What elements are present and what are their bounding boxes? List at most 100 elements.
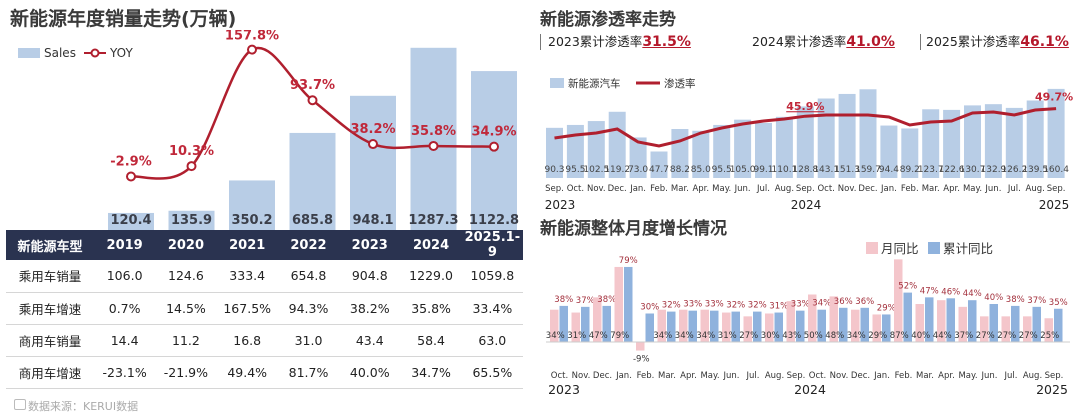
yoy-label: 157.8%	[225, 30, 279, 44]
month-tick-label: Jan.	[880, 184, 897, 194]
cum-bar	[645, 313, 654, 342]
mom-bar	[743, 316, 752, 342]
ev-sales-label: 130.7	[960, 165, 986, 175]
month-tick-label: Apr.	[938, 371, 955, 381]
mom-label: 37%	[954, 331, 973, 341]
cum-label: 33%	[791, 300, 810, 310]
ev-sales-bar	[1047, 88, 1065, 178]
mom-bar	[958, 306, 967, 342]
sales-bar	[350, 95, 396, 230]
mom-bar	[593, 297, 602, 342]
table-cell: 81.7%	[277, 356, 340, 389]
legend-cum-swatch	[928, 242, 940, 254]
cum-bar	[882, 314, 891, 342]
stat-2025: 2025累计渗透率46.1%	[926, 31, 1069, 50]
mom-bar	[894, 259, 903, 342]
month-tick-label: May.	[712, 184, 731, 194]
mom-bar	[808, 294, 817, 342]
mom-bar	[937, 300, 946, 342]
ev-sales-bar	[796, 106, 814, 178]
mom-bar	[657, 309, 666, 342]
mom-label: -9%	[633, 355, 650, 365]
ev-sales-bar	[859, 89, 877, 178]
ev-sales-bar	[546, 127, 563, 178]
mom-label: 25%	[1040, 331, 1059, 341]
legend-ev-swatch	[550, 78, 564, 88]
yoy-label: 35.8%	[411, 124, 456, 139]
sales-bar-label: 350.2	[231, 213, 272, 228]
ev-sales-label: 89.2	[900, 165, 920, 175]
month-tick-label: Oct.	[551, 371, 568, 381]
stat-label: 2025累计渗透率	[926, 34, 1021, 49]
table-cell: 商用车销量	[6, 324, 94, 357]
month-tick-label: Nov.	[830, 371, 849, 381]
mom-label: 34%	[847, 331, 866, 341]
yoy-label: 38.2%	[350, 122, 395, 137]
yoy-point	[126, 171, 136, 182]
sales-bar	[229, 180, 275, 230]
year-label: 2024	[794, 382, 826, 397]
yoy-point	[307, 95, 318, 106]
month-tick-label: Jul.	[746, 371, 760, 381]
cum-label: 37%	[576, 296, 595, 306]
legend-yoy-label: YOY	[109, 46, 133, 60]
stat-2024: 2024累计渗透率41.0%	[752, 31, 895, 50]
month-tick-label: Jun.	[734, 184, 751, 194]
source-icon	[14, 399, 26, 410]
table-cell: 33.4%	[461, 292, 523, 325]
mom-bar	[915, 304, 924, 342]
month-tick-label: Feb.	[901, 184, 919, 194]
ev-sales-label: 123.7	[918, 165, 944, 175]
mom-label: 40%	[911, 331, 930, 341]
month-tick-label: Dec.	[608, 184, 627, 194]
month-tick-label: Jun.	[981, 371, 998, 381]
table-cell: 35.8%	[400, 292, 462, 325]
sales-bar-label: 948.1	[352, 213, 393, 228]
month-tick-label: Feb.	[650, 184, 668, 194]
month-tick-label: May.	[700, 371, 719, 381]
mom-label: 43%	[782, 331, 801, 341]
ev-sales-bar	[692, 130, 710, 178]
month-tick-label: Aug.	[1023, 371, 1042, 381]
cum-bar	[753, 311, 762, 342]
cum-label: 30%	[640, 303, 659, 313]
table-cell: 商用车增速	[6, 356, 94, 389]
mom-label: 34%	[546, 331, 565, 341]
monthly-growth-chart: 月同比 累计同比 34% 38% Oct. 31% 37% Nov. 47% 38% Dec. 79%…	[546, 241, 1070, 397]
month-tick-label: Mar.	[658, 371, 676, 381]
yoy-label: 10.3%	[169, 144, 214, 159]
cum-label: 79%	[619, 256, 638, 266]
month-tick-label: Mar.	[922, 184, 940, 194]
table-cell: 乘用车销量	[6, 260, 94, 293]
mom-label: 29%	[868, 331, 887, 341]
mom-label: 27%	[997, 331, 1016, 341]
cum-bar	[688, 310, 697, 342]
table-cell: 43.4	[339, 324, 401, 357]
month-tick-label: Jan.	[873, 371, 890, 381]
mom-bar	[700, 309, 709, 342]
mom-bar	[614, 266, 623, 342]
mom-bar	[980, 316, 989, 342]
mom-bar	[1001, 316, 1010, 342]
cum-bar	[731, 311, 740, 342]
ev-sales-label: 95.5	[565, 165, 585, 175]
table-header-cell: 2023	[339, 230, 401, 260]
ev-sales-bar	[817, 98, 835, 178]
ev-sales-label: 47.7	[649, 165, 669, 175]
legend-sales-label: Sales	[44, 46, 76, 60]
ev-sales-bar	[629, 137, 647, 178]
mom-label: 31%	[567, 331, 586, 341]
month-tick-label: Jun.	[723, 371, 740, 381]
cum-bar	[1032, 306, 1041, 342]
legend-ev-label: 新能源汽车	[568, 77, 621, 90]
table-cell: 654.8	[277, 260, 340, 293]
yoy-point	[368, 139, 378, 150]
cum-bar	[581, 306, 590, 342]
data-source: 数据来源：KERUI数据	[28, 400, 139, 413]
ev-sales-bar	[984, 104, 1002, 178]
legend-sales-swatch	[18, 48, 40, 58]
cum-bar	[796, 310, 805, 342]
month-tick-label: Nov.	[838, 184, 857, 194]
table-cell: 65.5%	[461, 356, 523, 389]
table-header-cell: 2022	[277, 230, 340, 260]
